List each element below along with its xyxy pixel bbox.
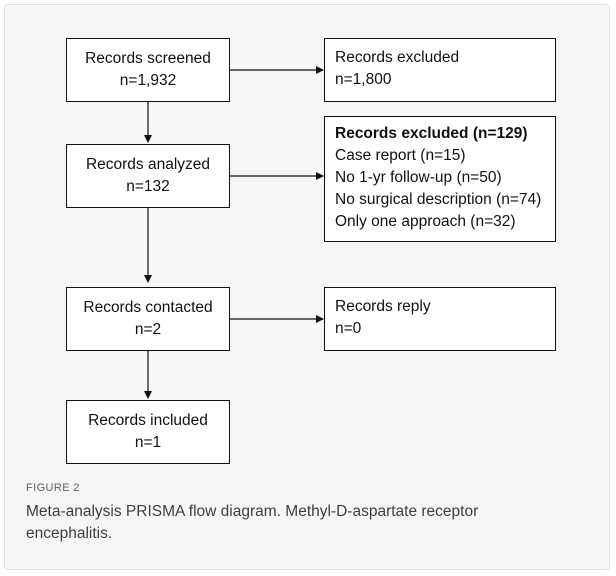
box-title: Records contacted <box>83 299 213 316</box>
exclusion-reason: No surgical description (n=74) <box>335 191 542 208</box>
box-title: Records screened <box>85 50 211 67</box>
box-title: Records reply <box>335 298 431 315</box>
box-records-reply: Records reply n=0 <box>324 287 556 351</box>
exclusion-reason: Only one approach (n=32) <box>335 213 516 230</box>
box-title: Records included <box>88 412 208 429</box>
exclusion-reason: Case report (n=15) <box>335 147 466 164</box>
box-count: n=0 <box>335 320 362 337</box>
box-title: Records excluded <box>335 49 460 66</box>
box-count: n=1,932 <box>119 72 177 89</box>
figure-caption: Meta-analysis PRISMA flow diagram. Methy… <box>26 503 479 542</box>
box-count: n=1 <box>134 434 162 451</box>
box-title: Records analyzed <box>85 156 211 173</box>
box-records-excluded-initial: Records excluded n=1,800 <box>324 38 556 102</box>
box-title: Records excluded (n=129) <box>335 125 528 142</box>
box-records-screened: Records screened n=1,932 <box>66 38 230 102</box>
box-records-contacted: Records contacted n=2 <box>66 287 230 351</box>
box-count: n=2 <box>134 321 162 338</box>
figure-label: FIGURE 2 <box>26 482 80 494</box>
box-count: n=132 <box>126 178 170 195</box>
box-records-included: Records included n=1 <box>66 400 230 464</box>
exclusion-reason: No 1-yr follow-up (n=50) <box>335 169 502 186</box>
box-records-excluded-reasons: Records excluded (n=129) Case report (n=… <box>324 116 556 242</box>
box-count: n=1,800 <box>335 71 392 88</box>
box-records-analyzed: Records analyzed n=132 <box>66 144 230 208</box>
